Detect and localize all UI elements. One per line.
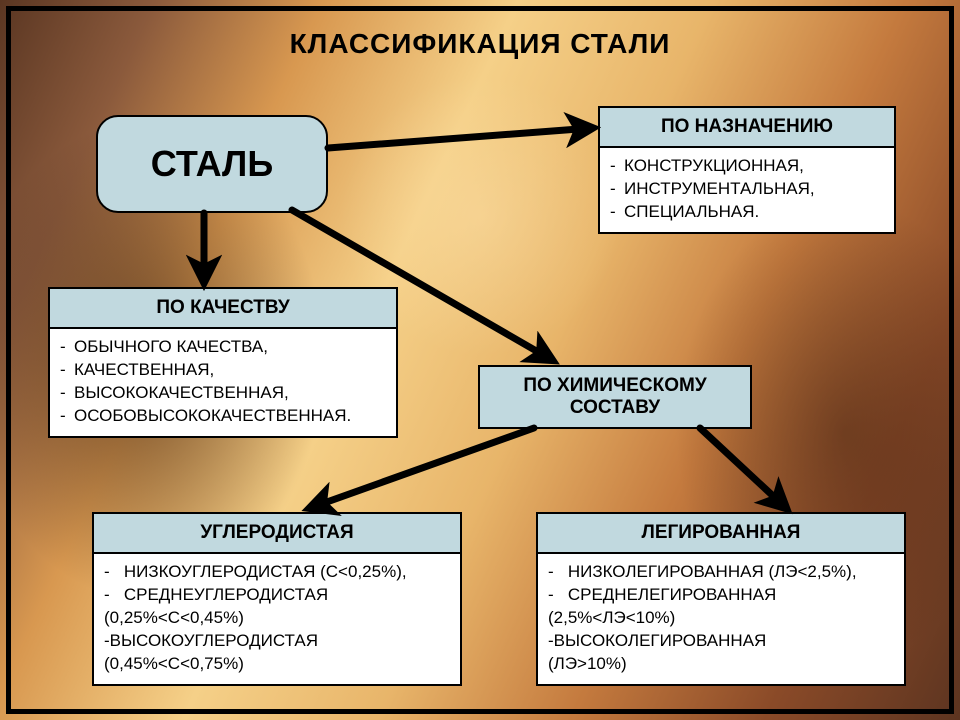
purpose-item: ИНСТРУМЕНТАЛЬНАЯ,: [624, 179, 815, 198]
quality-item: ВЫСОКОКАЧЕСТВЕННАЯ,: [74, 383, 289, 402]
purpose-item: СПЕЦИАЛЬНАЯ.: [624, 202, 759, 221]
alloy-line: - СРЕДНЕЛЕГИРОВАННАЯ: [548, 584, 894, 607]
quality-item: ОБЫЧНОГО КАЧЕСТВА,: [74, 337, 268, 356]
carbon-body: - НИЗКОУГЛЕРОДИСТАЯ (С<0,25%), - СРЕДНЕУ…: [94, 554, 460, 684]
node-carbon-steel: УГЛЕРОДИСТАЯ - НИЗКОУГЛЕРОДИСТАЯ (С<0,25…: [92, 512, 462, 686]
purpose-header: ПО НАЗНАЧЕНИЮ: [600, 108, 894, 148]
chem-header-line: СОСТАВУ: [570, 397, 660, 418]
carbon-line: - НИЗКОУГЛЕРОДИСТАЯ (С<0,25%),: [104, 561, 450, 584]
quality-body: -ОБЫЧНОГО КАЧЕСТВА, -КАЧЕСТВЕННАЯ, -ВЫСО…: [50, 329, 396, 436]
page-title: КЛАССИФИКАЦИЯ СТАЛИ: [0, 28, 960, 60]
node-by-purpose: ПО НАЗНАЧЕНИЮ -КОНСТРУКЦИОННАЯ, -ИНСТРУМ…: [598, 106, 896, 234]
chem-header: ПО ХИМИЧЕСКОМУ СОСТАВУ: [480, 367, 750, 427]
carbon-line: -ВЫСОКОУГЛЕРОДИСТАЯ: [104, 630, 450, 653]
alloy-line: (2,5%<ЛЭ<10%): [548, 607, 894, 630]
quality-item: ОСОБОВЫСОКОКАЧЕСТВЕННАЯ.: [74, 406, 351, 425]
purpose-body: -КОНСТРУКЦИОННАЯ, -ИНСТРУМЕНТАЛЬНАЯ, -СП…: [600, 148, 894, 232]
purpose-item: КОНСТРУКЦИОННАЯ,: [624, 156, 804, 175]
quality-item: КАЧЕСТВЕННАЯ,: [74, 360, 214, 379]
carbon-line: (0,45%<С<0,75%): [104, 653, 450, 676]
node-alloy-steel: ЛЕГИРОВАННАЯ - НИЗКОЛЕГИРОВАННАЯ (ЛЭ<2,5…: [536, 512, 906, 686]
alloy-line: -ВЫСОКОЛЕГИРОВАННАЯ: [548, 630, 894, 653]
node-by-quality: ПО КАЧЕСТВУ -ОБЫЧНОГО КАЧЕСТВА, -КАЧЕСТВ…: [48, 287, 398, 438]
carbon-header: УГЛЕРОДИСТАЯ: [94, 514, 460, 554]
carbon-line: (0,25%<С<0,45%): [104, 607, 450, 630]
chem-header-line: ПО ХИМИЧЕСКОМУ: [523, 375, 706, 396]
alloy-line: (ЛЭ>10%): [548, 653, 894, 676]
alloy-body: - НИЗКОЛЕГИРОВАННАЯ (ЛЭ<2,5%), - СРЕДНЕЛ…: [538, 554, 904, 684]
quality-header: ПО КАЧЕСТВУ: [50, 289, 396, 329]
node-root-steel: СТАЛЬ: [96, 115, 328, 213]
carbon-line: - СРЕДНЕУГЛЕРОДИСТАЯ: [104, 584, 450, 607]
alloy-line: - НИЗКОЛЕГИРОВАННАЯ (ЛЭ<2,5%),: [548, 561, 894, 584]
root-label: СТАЛЬ: [151, 143, 273, 185]
alloy-header: ЛЕГИРОВАННАЯ: [538, 514, 904, 554]
node-by-chemistry: ПО ХИМИЧЕСКОМУ СОСТАВУ: [478, 365, 752, 429]
